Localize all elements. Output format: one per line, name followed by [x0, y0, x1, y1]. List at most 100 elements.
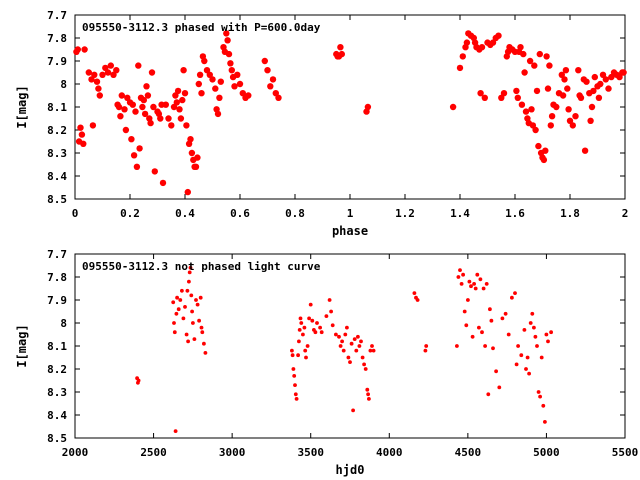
data-point	[356, 334, 360, 339]
data-point	[354, 348, 359, 353]
x-tick-label: 4000	[376, 446, 403, 459]
data-point	[95, 85, 102, 92]
unphased-chart: 2000 2500 3000 3500 4000 4500 5000 5500 7.7 7.8 7.…	[15, 248, 638, 477]
data-point	[522, 108, 530, 115]
data-point	[566, 117, 574, 125]
data-point	[544, 85, 552, 92]
x-tick-label: 5000	[533, 446, 560, 459]
data-point	[304, 355, 308, 360]
data-point	[113, 67, 120, 74]
data-point	[267, 83, 274, 90]
data-point	[188, 265, 193, 270]
data-point	[188, 149, 196, 157]
data-point	[187, 270, 192, 275]
y-tick-label: 8	[60, 317, 67, 330]
data-point	[528, 321, 533, 325]
data-point	[151, 168, 158, 175]
data-point	[363, 367, 368, 371]
y-tick-label: 8.4	[47, 409, 67, 422]
y-tick-label: 8.2	[47, 124, 67, 137]
data-point	[518, 101, 526, 108]
data-point	[99, 71, 106, 79]
y-tick-label: 8.1	[47, 340, 67, 353]
data-point	[470, 334, 475, 339]
x-tick-label: 1.2	[395, 207, 415, 220]
data-point	[480, 330, 484, 335]
data-point	[162, 101, 169, 108]
data-point	[546, 339, 550, 344]
y-axis-label: I[mag]	[15, 85, 29, 128]
data-point	[174, 87, 182, 95]
data-point	[183, 122, 190, 129]
data-point	[104, 69, 112, 76]
data-point	[173, 429, 178, 433]
data-point	[93, 78, 101, 85]
data-point	[348, 360, 352, 364]
data-point	[245, 92, 252, 99]
y-tick-label: 8.5	[47, 193, 67, 206]
data-point	[520, 50, 527, 58]
data-point	[88, 76, 95, 83]
data-point	[150, 103, 157, 111]
data-point	[456, 275, 461, 279]
x-tick-label: 0.4	[175, 207, 195, 220]
data-point	[209, 76, 216, 83]
data-point	[225, 50, 233, 58]
data-point	[174, 311, 179, 316]
data-point	[549, 330, 553, 335]
data-point	[110, 71, 117, 79]
data-point	[85, 69, 93, 76]
data-point	[144, 92, 152, 99]
x-axis-label: phase	[332, 224, 368, 238]
data-point	[176, 106, 183, 113]
data-point	[337, 334, 341, 339]
data-point	[324, 314, 329, 318]
data-point	[514, 362, 519, 367]
data-point	[129, 101, 136, 108]
data-point	[171, 300, 176, 305]
data-point	[173, 99, 180, 106]
data-point	[121, 106, 128, 113]
data-point	[367, 397, 371, 401]
data-point	[591, 73, 598, 81]
data-point	[224, 37, 231, 44]
x-tick-label: 4500	[455, 446, 482, 459]
data-point	[214, 110, 222, 118]
data-point	[473, 286, 478, 291]
data-point	[510, 295, 514, 300]
data-point	[128, 136, 135, 143]
data-point	[455, 344, 459, 348]
data-point	[602, 76, 609, 83]
data-point	[533, 334, 538, 339]
data-point	[307, 316, 311, 321]
data-point	[190, 309, 195, 314]
data-point	[531, 62, 538, 69]
data-point	[148, 69, 156, 76]
y-tick-label: 8.3	[47, 386, 67, 399]
data-point	[181, 90, 189, 97]
data-point	[484, 282, 489, 286]
data-point	[136, 145, 143, 152]
x-tick-label: 1.6	[505, 207, 525, 220]
x-tick-label: 0	[72, 207, 79, 220]
data-point	[299, 321, 304, 325]
data-point	[308, 302, 313, 307]
data-point	[234, 71, 241, 79]
x-tick-label: 5500	[612, 446, 639, 459]
data-point	[269, 76, 277, 83]
data-point	[542, 147, 549, 154]
data-point	[179, 96, 186, 104]
data-point	[541, 403, 546, 408]
data-point	[539, 355, 544, 360]
y-tick-label: 8.1	[47, 101, 67, 114]
data-point	[345, 325, 349, 330]
data-point	[461, 272, 465, 277]
data-point	[297, 339, 301, 344]
x-tick-label: 2500	[140, 446, 167, 459]
data-point	[535, 142, 542, 150]
data-point	[140, 96, 147, 104]
data-point	[370, 344, 374, 348]
data-point	[605, 85, 612, 92]
data-point	[212, 85, 219, 92]
data-point	[530, 311, 535, 316]
